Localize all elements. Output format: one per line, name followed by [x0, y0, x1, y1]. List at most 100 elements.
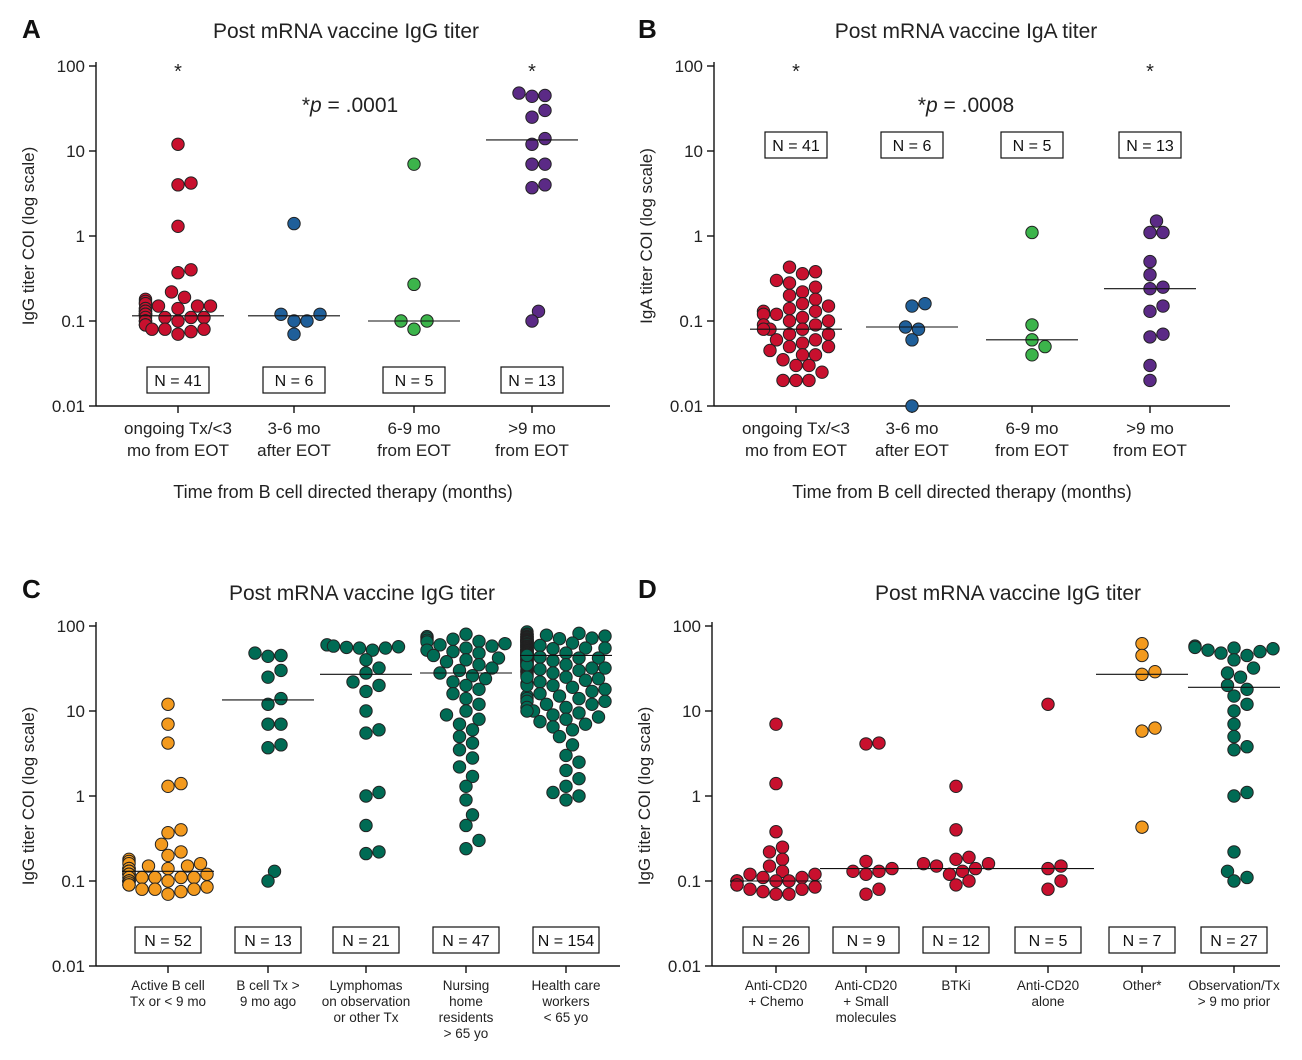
data-point [808, 867, 822, 881]
data-point [949, 823, 963, 837]
data-point [122, 878, 136, 892]
y-tick-label: 0.01 [52, 957, 85, 976]
category-label-line: 6-9 mo [388, 419, 441, 438]
n-box-frame [880, 131, 944, 159]
data-point [1220, 864, 1235, 879]
data-point [533, 714, 547, 729]
data-point [1188, 640, 1202, 655]
data-point [187, 870, 201, 885]
n-box: N = 6 [880, 131, 944, 159]
data-point [359, 704, 373, 718]
n-box: N = 52 [134, 926, 202, 954]
data-point [572, 706, 586, 720]
data-point [1227, 789, 1241, 803]
data-point [585, 684, 599, 699]
data-point [164, 285, 179, 299]
data-point [821, 299, 836, 313]
data-point [756, 884, 770, 899]
data-point [546, 785, 560, 800]
data-point [572, 663, 586, 678]
chart-title: Post mRNA vaccine IgA titer [835, 20, 1098, 43]
data-point [472, 658, 486, 672]
data-point [1220, 666, 1235, 680]
y-tick-label: 1 [76, 227, 85, 246]
y-tick-label: 0.1 [677, 872, 701, 891]
data-point [1227, 653, 1241, 667]
category-label-line: ongoing Tx/<3 [742, 419, 850, 438]
category-label-line: ongoing Tx/<3 [124, 419, 232, 438]
data-point [1156, 225, 1170, 240]
y-tick-label: 0.01 [670, 397, 703, 416]
category-label-line: workers [541, 994, 590, 1009]
data-point [743, 882, 757, 896]
data-point [520, 670, 534, 684]
n-box: N = 13 [500, 366, 564, 394]
data-point [287, 327, 301, 341]
category-label-line: from EOT [995, 441, 1069, 460]
data-point [158, 310, 172, 325]
y-tick-label: 1 [76, 787, 85, 806]
data-point [539, 628, 554, 642]
data-point [1214, 646, 1228, 660]
category-label-line: from EOT [1113, 441, 1187, 460]
data-point [533, 638, 547, 653]
category-label: B cell Tx >9 mo ago [236, 978, 299, 1009]
n-label: N = 41 [154, 373, 202, 390]
data-point [407, 277, 421, 292]
data-point [459, 841, 473, 856]
data-point [158, 322, 172, 336]
category-label: Health care workers < 65 yo [531, 978, 600, 1025]
data-point [177, 290, 192, 305]
data-point [533, 675, 547, 689]
category-label-line: Active B cell [131, 978, 205, 993]
data-point [472, 712, 486, 726]
category-label-line: Other* [1122, 978, 1162, 993]
data-point [197, 310, 211, 325]
data-point [184, 263, 198, 277]
data-point [326, 639, 341, 653]
n-label: N = 5 [1029, 933, 1068, 950]
data-point [1240, 785, 1254, 800]
data-point [546, 720, 560, 734]
data-point [452, 743, 467, 757]
data-point [533, 650, 547, 664]
n-box-frame [134, 926, 202, 954]
data-point [808, 348, 823, 362]
data-point [533, 662, 547, 676]
data-point [161, 874, 175, 888]
data-point [187, 882, 201, 896]
n-box-frame [146, 366, 210, 394]
data-point [1143, 373, 1157, 388]
data-point [184, 324, 198, 339]
data-point [446, 686, 460, 701]
y-tick-label: 10 [66, 702, 85, 721]
data-point [261, 741, 275, 755]
category-label: 6-9 mo from EOT [377, 419, 451, 460]
data-point [795, 267, 810, 281]
data-point [446, 675, 460, 689]
data-point [459, 704, 473, 718]
data-point [911, 322, 926, 336]
data-point [1227, 704, 1241, 718]
data-point [525, 89, 539, 104]
data-point [572, 755, 586, 769]
data-point [795, 870, 809, 885]
data-point [1227, 717, 1241, 731]
n-box: N = 26 [742, 926, 810, 954]
data-point [372, 678, 386, 693]
data-point [730, 878, 744, 892]
data-point [1240, 648, 1254, 663]
y-tick-label: 0.1 [679, 312, 703, 331]
data-point [372, 845, 386, 859]
data-point [872, 882, 886, 896]
data-point [372, 661, 386, 675]
data-point [815, 365, 829, 379]
category-label-line: Anti-CD20 [1017, 978, 1079, 993]
n-box: N = 5 [1000, 131, 1064, 159]
data-point [145, 322, 159, 336]
category-label-line: Observation/Tx [1188, 978, 1280, 993]
significance-star: * [528, 61, 536, 83]
category-label-line: mo from EOT [745, 441, 847, 460]
data-point [407, 322, 421, 336]
data-point [287, 314, 301, 328]
